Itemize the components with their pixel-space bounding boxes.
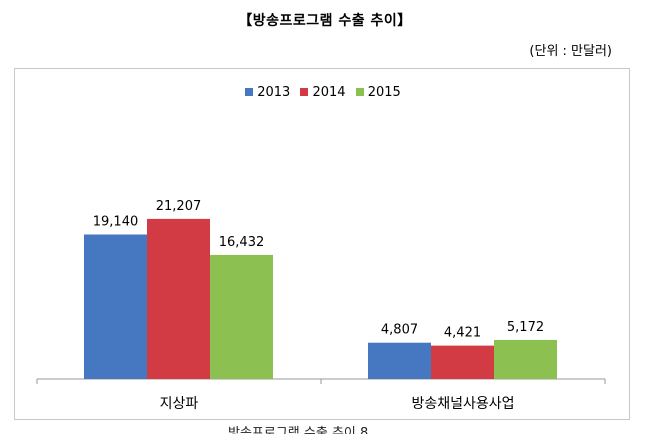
legend-item-2013: 2013 <box>245 85 290 100</box>
data-label-2014-1: 4,421 <box>444 326 481 341</box>
legend-label-2014: 2014 <box>312 85 346 100</box>
chart-area: 2013 2014 2015 19,140 4,807 21,207 4,421 16,… <box>14 68 630 420</box>
data-label-2015-1: 5,172 <box>507 320 544 335</box>
legend-label-2015: 2015 <box>367 85 401 100</box>
data-label-2013-0: 19,140 <box>93 214 139 229</box>
data-label-2014-0: 21,207 <box>156 199 202 214</box>
bar-2013-1 <box>368 342 431 379</box>
bar-2013-0 <box>84 234 147 379</box>
category-label-0: 지상파 <box>160 396 199 412</box>
legend-item-2014: 2014 <box>300 85 346 100</box>
legend-swatch-2013 <box>245 88 254 96</box>
data-label-2013-1: 4,807 <box>381 323 418 338</box>
legend-item-2015: 2015 <box>355 85 401 100</box>
bar-2015-1 <box>494 339 557 379</box>
bar-2014-1 <box>431 345 494 379</box>
cut-off-caption: 방송프로그램 수출 추이 8 <box>228 426 369 434</box>
legend-label-2013: 2013 <box>257 85 291 100</box>
legend-swatch-2014 <box>300 88 309 96</box>
data-label-2015-0: 16,432 <box>219 235 265 250</box>
unit-label: (단위 : 만달러) <box>529 44 612 59</box>
bar-2014-0 <box>147 218 210 379</box>
page-title: 【방송프로그램 수출 추이】 <box>238 13 412 29</box>
bar-plot: 19,140 4,807 21,207 4,421 16,432 5,172 지상파 방송채널… <box>36 199 606 412</box>
chart-legend: 2013 2014 2015 <box>15 85 631 100</box>
legend-swatch-2015 <box>355 88 364 96</box>
bar-2015-0 <box>210 254 273 379</box>
category-label-1: 방송채널사용사업 <box>411 396 514 412</box>
